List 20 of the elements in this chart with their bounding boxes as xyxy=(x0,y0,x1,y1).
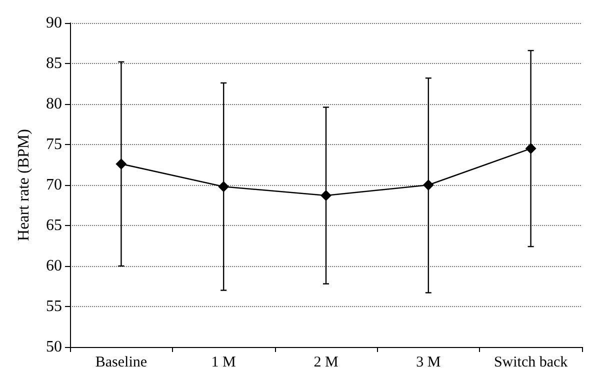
point xyxy=(525,143,536,154)
y-tick-label: 50 xyxy=(46,338,62,356)
y-tick-label: 75 xyxy=(46,136,62,153)
y-axis-title: Heart rate (BPM) xyxy=(16,129,32,241)
y-tick-label: 65 xyxy=(46,217,62,234)
point xyxy=(422,180,434,190)
point xyxy=(218,181,230,192)
x-tick-label: 2 M xyxy=(314,354,338,370)
x-tick-label: 3 M xyxy=(416,354,441,370)
x-tick-label: Baseline xyxy=(95,354,148,370)
y-tick-label: 55 xyxy=(46,298,62,315)
point xyxy=(320,190,332,202)
y-tick-label: 85 xyxy=(46,55,62,72)
x-tick-label: Switch back xyxy=(494,354,568,370)
point xyxy=(116,158,127,170)
y-tick-label: 60 xyxy=(46,258,62,274)
x-tick-label: 1 M xyxy=(211,354,236,370)
y-tick-label: 80 xyxy=(46,96,62,112)
y-tick-label: 70 xyxy=(46,176,62,194)
y-tick-label: 90 xyxy=(46,14,62,32)
